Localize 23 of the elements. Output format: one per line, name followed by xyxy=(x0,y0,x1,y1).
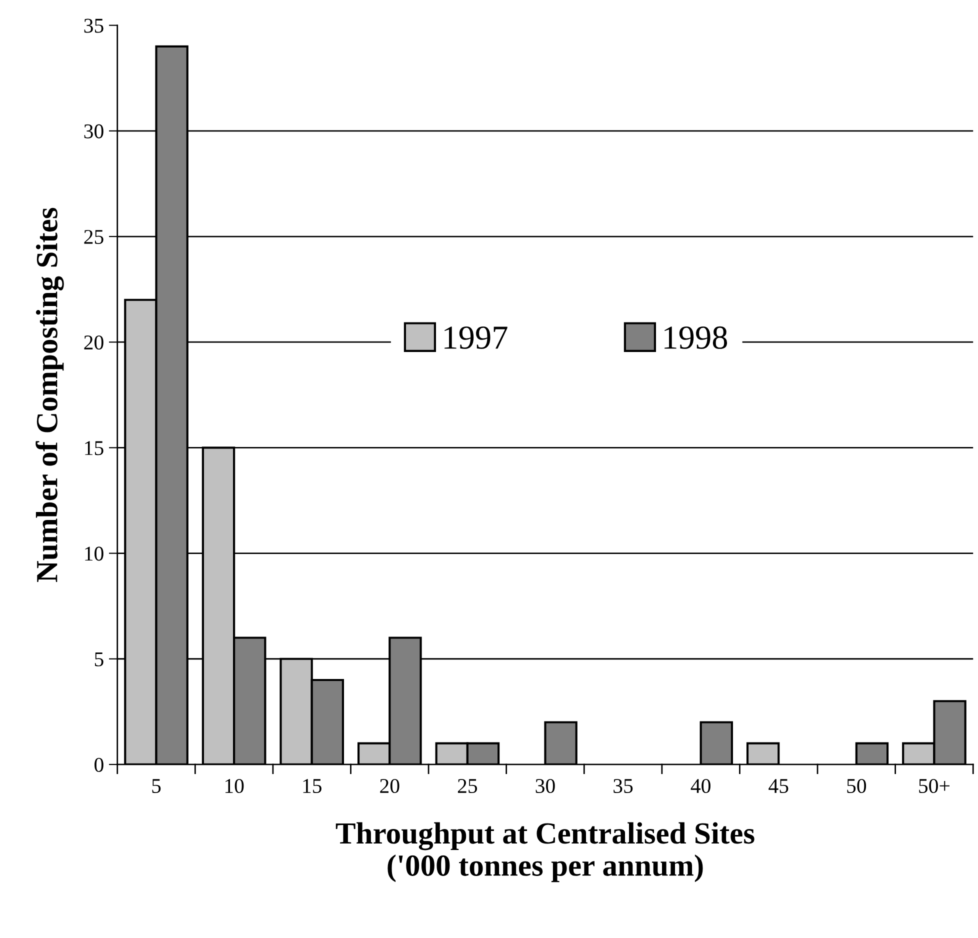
x-tick-label: 5 xyxy=(152,779,161,794)
x-tick-label: 15 xyxy=(303,779,322,794)
y-tick-label: 25 xyxy=(84,230,104,244)
y-tick-label: 30 xyxy=(84,124,104,138)
x-tick-label: 10 xyxy=(225,778,244,794)
x-tick-label: 45 xyxy=(768,779,788,794)
y-axis-title: Number of Composting Sites xyxy=(36,208,64,582)
y-tick-label: 20 xyxy=(84,335,104,350)
x-tick-label: 30 xyxy=(536,778,555,794)
x-tick-label: 35 xyxy=(614,779,633,794)
y-tick-label: 5 xyxy=(94,652,104,666)
x-tick-label: 25 xyxy=(458,779,478,794)
legend-label: 1997 xyxy=(444,326,508,349)
y-tick-label: 10 xyxy=(85,546,104,561)
y-tick-label: 35 xyxy=(84,18,104,33)
x-tick-label: 50+ xyxy=(919,778,950,794)
y-tick-label: 15 xyxy=(85,441,104,456)
y-tick-label: 0 xyxy=(94,758,104,772)
x-tick-label: 40 xyxy=(690,778,710,794)
x-axis-title: Throughput at Centralised Sites ('000 tonnes per annum) xyxy=(336,822,754,882)
x-tick-label: 20 xyxy=(380,778,400,794)
x-tick-label: 50 xyxy=(847,778,866,794)
legend-label: 1998 xyxy=(664,326,728,349)
